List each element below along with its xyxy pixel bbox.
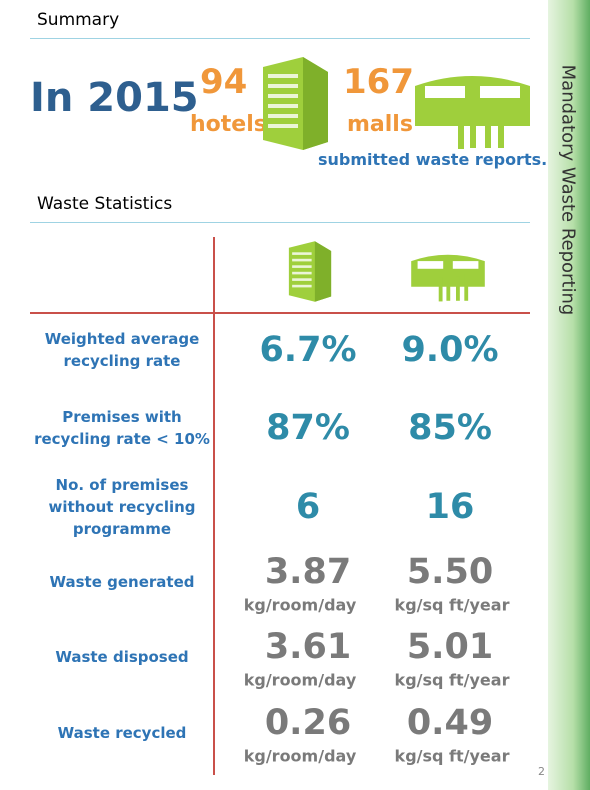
stats-heading: Waste Statistics xyxy=(37,194,173,214)
page-number: 2 xyxy=(538,765,545,778)
hotels-value: 3.87 xyxy=(264,552,352,592)
note: submitted waste reports. xyxy=(318,150,548,169)
malls-value: 85% xyxy=(408,408,492,448)
hotels-value: 6.7% xyxy=(259,330,357,370)
hotels-value: 3.61 xyxy=(264,627,352,667)
malls-count: 167 xyxy=(343,62,414,102)
row-label: Weighted average recycling rate xyxy=(44,330,200,370)
malls-value: 0.49 xyxy=(406,703,494,743)
hotel-icon xyxy=(288,241,332,302)
malls-label: malls xyxy=(347,112,413,137)
divider xyxy=(213,237,215,775)
hotels-unit: kg/room/day xyxy=(243,670,357,690)
row-label: Premises with recycling rate < 10% xyxy=(34,408,210,448)
rule xyxy=(30,38,530,39)
rule xyxy=(30,222,530,223)
summary-heading: Summary xyxy=(37,10,120,30)
hotels-value: 87% xyxy=(266,408,350,448)
malls-value: 5.01 xyxy=(406,627,494,667)
malls-unit: kg/sq ft/year xyxy=(394,746,510,766)
hotels-label: hotels xyxy=(190,112,267,137)
malls-value: 5.50 xyxy=(406,552,494,592)
malls-unit: kg/sq ft/year xyxy=(394,670,510,690)
malls-value: 16 xyxy=(425,487,475,527)
row-label: Waste generated xyxy=(49,573,195,591)
hotels-value: 0.26 xyxy=(264,703,352,743)
mall-icon xyxy=(411,254,485,302)
malls-unit: kg/sq ft/year xyxy=(394,595,510,615)
year: In 2015 xyxy=(30,75,199,121)
hotels-unit: kg/room/day xyxy=(243,595,357,615)
divider xyxy=(30,312,530,314)
malls-value: 9.0% xyxy=(401,330,499,370)
sidebar xyxy=(548,0,590,790)
mall-icon xyxy=(415,76,530,149)
row-label: No. of premises without recycling progra… xyxy=(48,476,196,538)
hotels-unit: kg/room/day xyxy=(243,746,357,766)
hotels-count: 94 xyxy=(200,62,248,102)
hotels-value: 6 xyxy=(295,487,321,527)
hotel-icon xyxy=(263,57,328,150)
row-label: Waste recycled xyxy=(57,724,187,742)
row-label: Waste disposed xyxy=(55,648,189,666)
sidebar-title: Mandatory Waste Reporting xyxy=(557,64,579,316)
